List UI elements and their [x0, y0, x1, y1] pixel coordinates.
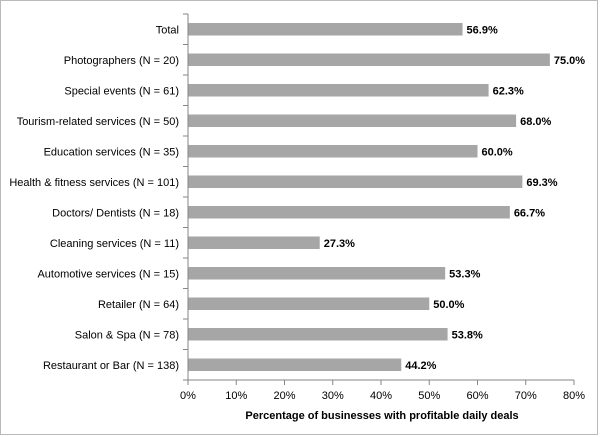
bar — [188, 175, 523, 188]
data-label: 62.3% — [493, 85, 524, 97]
axis-layer: 0% 10% 20% 30% 40% 50% 60% 70% 80% — [180, 13, 585, 402]
category-label: Health & fitness services (N = 101) — [9, 177, 179, 189]
data-label: 68.0% — [520, 116, 551, 128]
data-label: 53.8% — [452, 329, 483, 341]
bar — [188, 267, 446, 280]
category-label: Total — [156, 24, 179, 36]
data-label: 53.3% — [449, 268, 480, 280]
category-label: Restaurant or Bar (N = 138) — [43, 360, 179, 372]
bar — [188, 23, 463, 36]
bars-layer — [188, 23, 550, 371]
data-label: 60.0% — [482, 146, 513, 158]
x-tick-label: 40% — [370, 390, 392, 402]
data-label: 27.3% — [324, 238, 355, 250]
data-label: 44.2% — [405, 360, 436, 372]
bar — [188, 206, 510, 219]
x-tick-label: 10% — [225, 390, 247, 402]
data-label: 75.0% — [554, 55, 585, 67]
data-label: 56.9% — [467, 24, 498, 36]
category-label: Education services (N = 35) — [44, 146, 179, 158]
x-tick-label: 60% — [466, 390, 488, 402]
x-tick-label: 20% — [273, 390, 295, 402]
data-label: 69.3% — [526, 177, 557, 189]
x-axis-title: Percentage of businesses with profitable… — [245, 410, 518, 422]
x-tick-label: 70% — [515, 390, 537, 402]
data-label: 66.7% — [514, 207, 545, 219]
x-tick-label: 0% — [180, 390, 196, 402]
category-label: Salon & Spa (N = 78) — [75, 329, 179, 341]
category-label: Doctors/ Dentists (N = 18) — [52, 207, 179, 219]
category-label: Cleaning services (N = 11) — [50, 238, 179, 250]
bar — [188, 297, 430, 310]
category-label: Photographers (N = 20) — [64, 55, 179, 67]
bar — [188, 84, 489, 97]
x-tick-label: 30% — [322, 390, 344, 402]
category-label: Automotive services (N = 15) — [37, 268, 179, 280]
data-label: 50.0% — [433, 299, 464, 311]
bar — [188, 236, 320, 249]
x-tick-label: 50% — [418, 390, 440, 402]
category-label: Retailer (N = 64) — [98, 299, 179, 311]
bar — [188, 53, 550, 66]
bar — [188, 358, 402, 371]
labels-layer: Total 56.9% Photographers (N = 20) 75.0% Spe… — [9, 24, 585, 372]
bar — [188, 114, 517, 127]
category-label: Tourism-related services (N = 50) — [17, 116, 179, 128]
x-tick-label: 80% — [563, 390, 585, 402]
bar — [188, 328, 448, 341]
category-label: Special events (N = 61) — [64, 85, 179, 97]
bar — [188, 145, 478, 158]
